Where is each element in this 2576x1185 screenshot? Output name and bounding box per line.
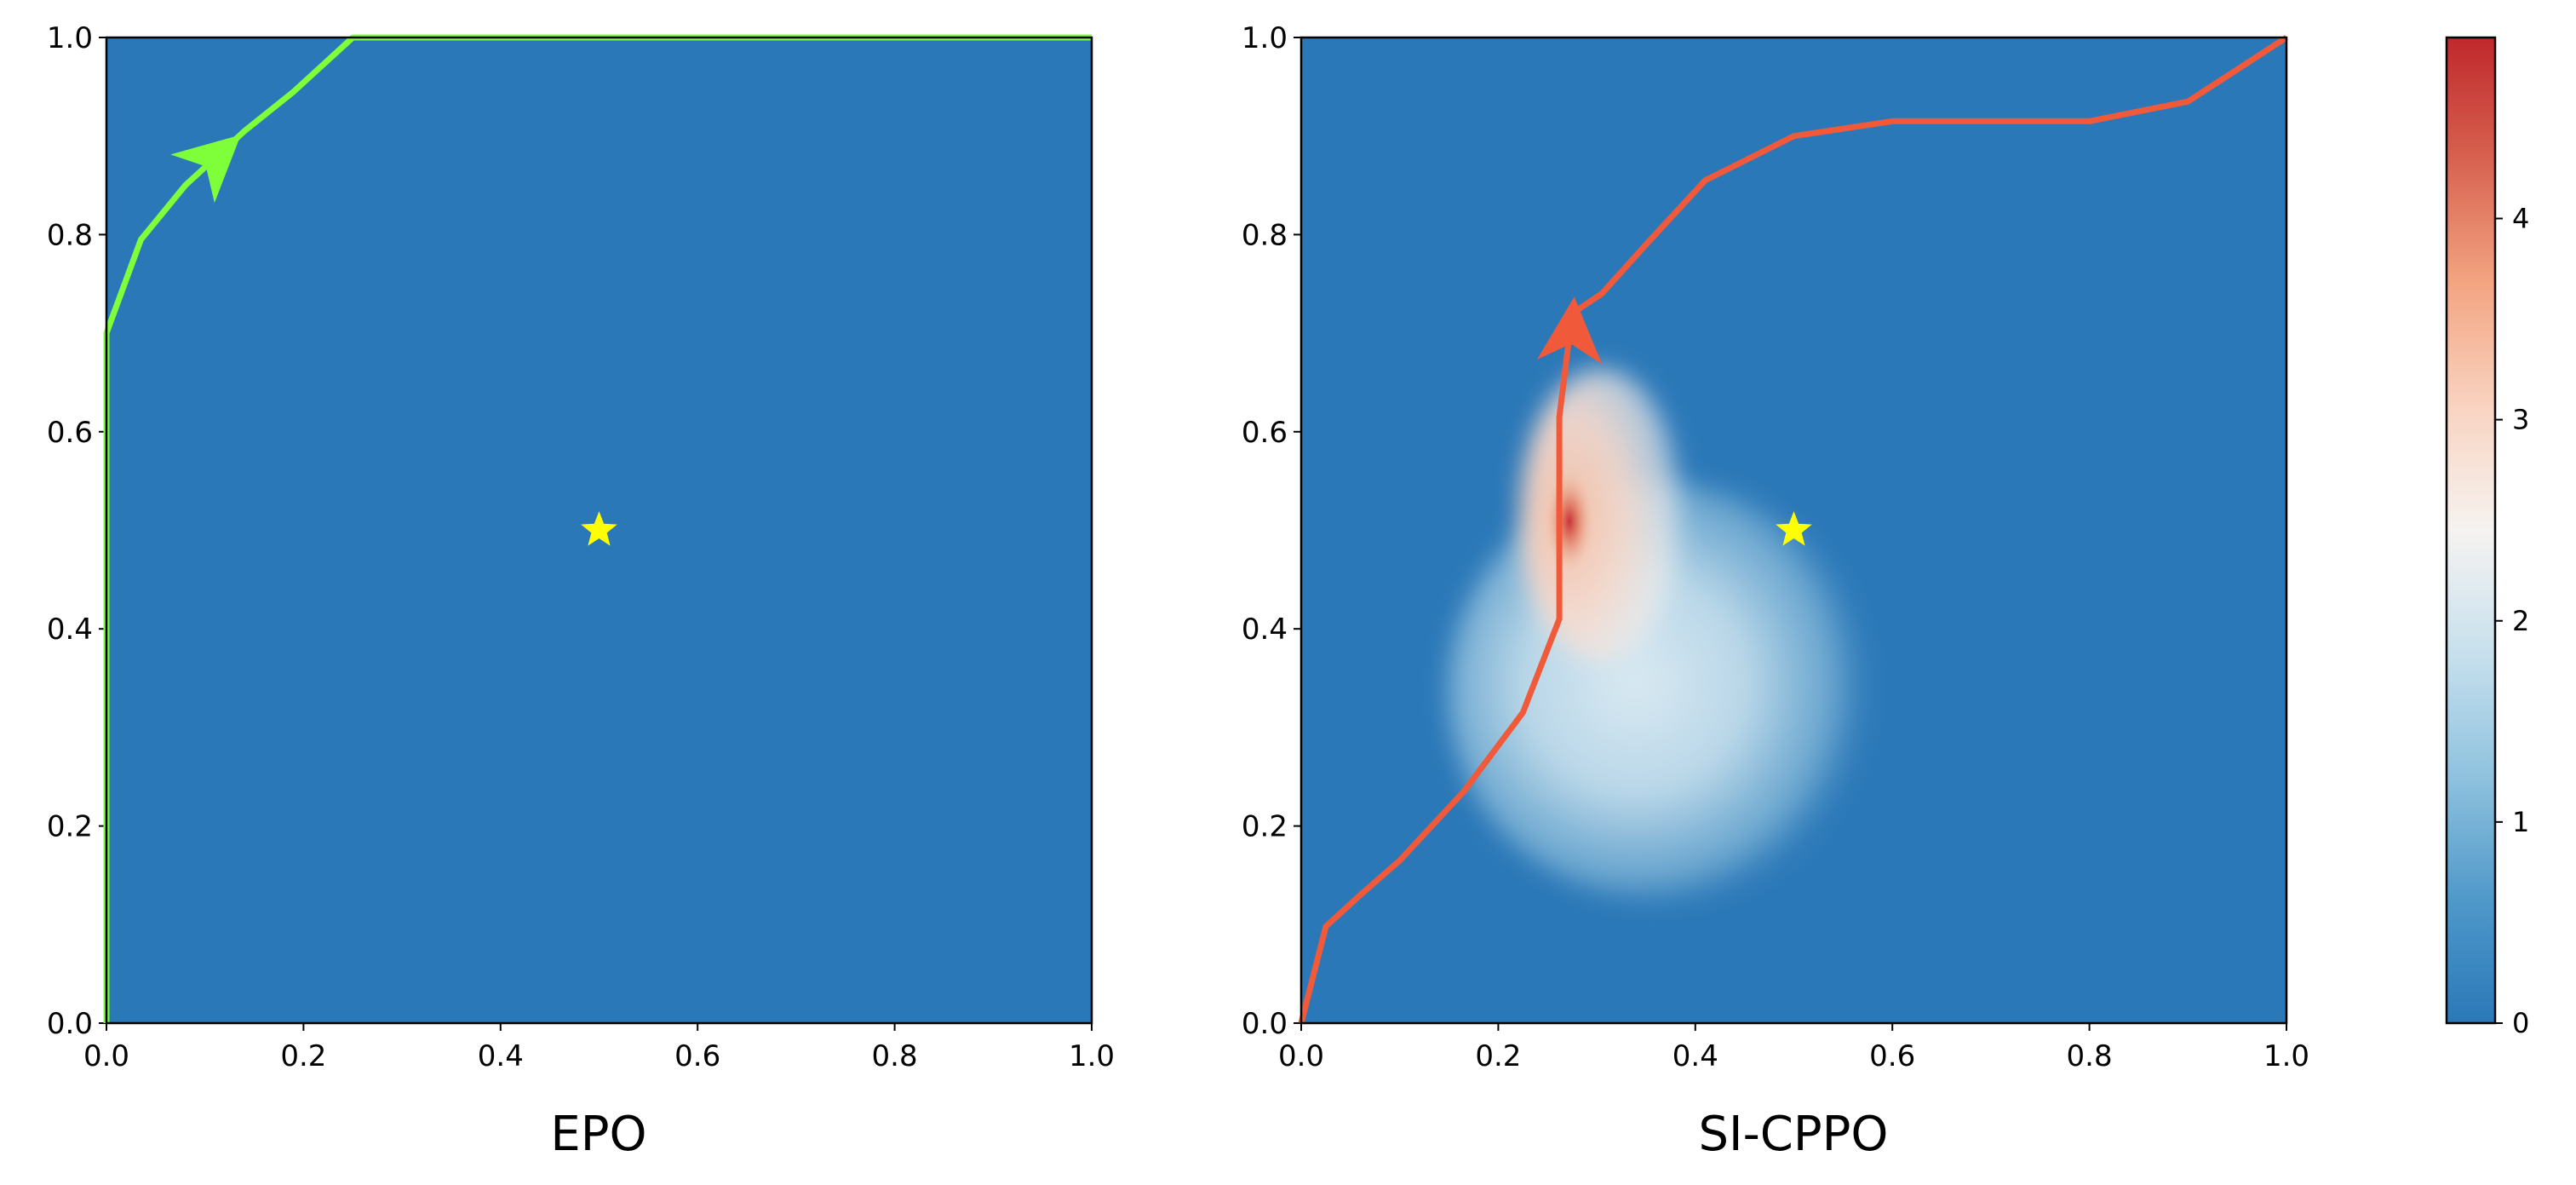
si-cppo-xtick-label: 1.0: [2263, 1039, 2309, 1073]
si-cppo-xtick-label: 0.8: [2067, 1039, 2113, 1073]
epo-ytick-label: 0.8: [47, 218, 93, 252]
epo-xtick-label: 0.4: [478, 1039, 524, 1073]
epo-ytick-label: 0.4: [47, 613, 93, 647]
epo-ytick-label: 0.0: [47, 1007, 93, 1041]
si-cppo-axes-frame: [1299, 36, 2288, 1025]
colorbar-ticks: 0 1 2 3 4: [2495, 203, 2529, 1039]
panel-epo: 0.0 0.2 0.4 0.6 0.8 1.0 0.0 0.2 0.4 0.6 0.8 1.0 EPO: [47, 21, 1115, 1162]
epo-xtick-label: 0.2: [280, 1039, 326, 1073]
epo-axes-frame: [105, 36, 1093, 1025]
epo-xtick-label: 0.6: [674, 1039, 720, 1073]
si-cppo-xtick-label: 0.0: [1278, 1039, 1324, 1073]
epo-xtick-label: 0.0: [83, 1039, 129, 1073]
epo-ytick-label: 0.2: [47, 810, 93, 844]
si-cppo-target-star-layer: [1776, 511, 1812, 546]
heat-core-blob: [1546, 470, 1593, 572]
colorbar-tick-label: 2: [2512, 605, 2529, 637]
panel-si-cppo: 0.0 0.2 0.4 0.6 0.8 1.0 0.0 0.2 0.4 0.6 0.8 1.0 SI-…: [1242, 21, 2309, 1162]
colorbar-tick-label: 3: [2512, 404, 2529, 436]
si-cppo-ytick-label: 0.2: [1242, 810, 1288, 844]
si-cppo-ytick-label: 0.6: [1242, 416, 1288, 450]
epo-xtick-label: 0.8: [872, 1039, 918, 1073]
colorbar: 0 1 2 3 4: [2445, 36, 2529, 1039]
si-cppo-ytick-label: 0.0: [1242, 1007, 1288, 1041]
epo-trajectory-layer: [103, 34, 1092, 1023]
epo-ytick-label: 1.0: [47, 21, 93, 55]
si-cppo-axis-ticks: 0.0 0.2 0.4 0.6 0.8 1.0 0.0 0.2 0.4 0.6 0.8 1.0: [1242, 21, 2309, 1073]
colorbar-frame: [2445, 36, 2497, 1025]
heat-mid-blob: [1520, 369, 1682, 662]
si-cppo-trajectory-arrowhead: [1536, 296, 1603, 365]
si-cppo-xtick-label: 0.2: [1475, 1039, 1521, 1073]
si-cppo-xtick-label: 0.4: [1672, 1039, 1718, 1073]
epo-xtick-label: 1.0: [1069, 1039, 1115, 1073]
si-cppo-title: SI-CPPO: [1699, 1107, 1889, 1162]
colorbar-tick-label: 1: [2512, 806, 2529, 838]
si-cppo-ytick-label: 1.0: [1242, 21, 1288, 55]
epo-ytick-label: 0.6: [47, 416, 93, 450]
si-cppo-xtick-label: 0.6: [1869, 1039, 1915, 1073]
epo-target-star-layer: [581, 511, 617, 546]
si-cppo-ytick-label: 0.4: [1242, 613, 1288, 647]
colorbar-fill: [2447, 37, 2495, 1023]
si-cppo-ytick-label: 0.8: [1242, 218, 1288, 252]
colorbar-tick-label: 0: [2512, 1007, 2529, 1039]
epo-axis-ticks: 0.0 0.2 0.4 0.6 0.8 1.0 0.0 0.2 0.4 0.6 0.8 1.0: [47, 21, 1115, 1073]
colorbar-tick-label: 4: [2512, 203, 2529, 235]
si-cppo-trajectory-layer: [1298, 35, 2288, 1024]
si-cppo-target-star-icon: [1776, 511, 1812, 546]
epo-target-star-icon: [581, 511, 617, 546]
epo-trajectory-arrowhead: [170, 135, 241, 204]
epo-title: EPO: [550, 1107, 646, 1162]
